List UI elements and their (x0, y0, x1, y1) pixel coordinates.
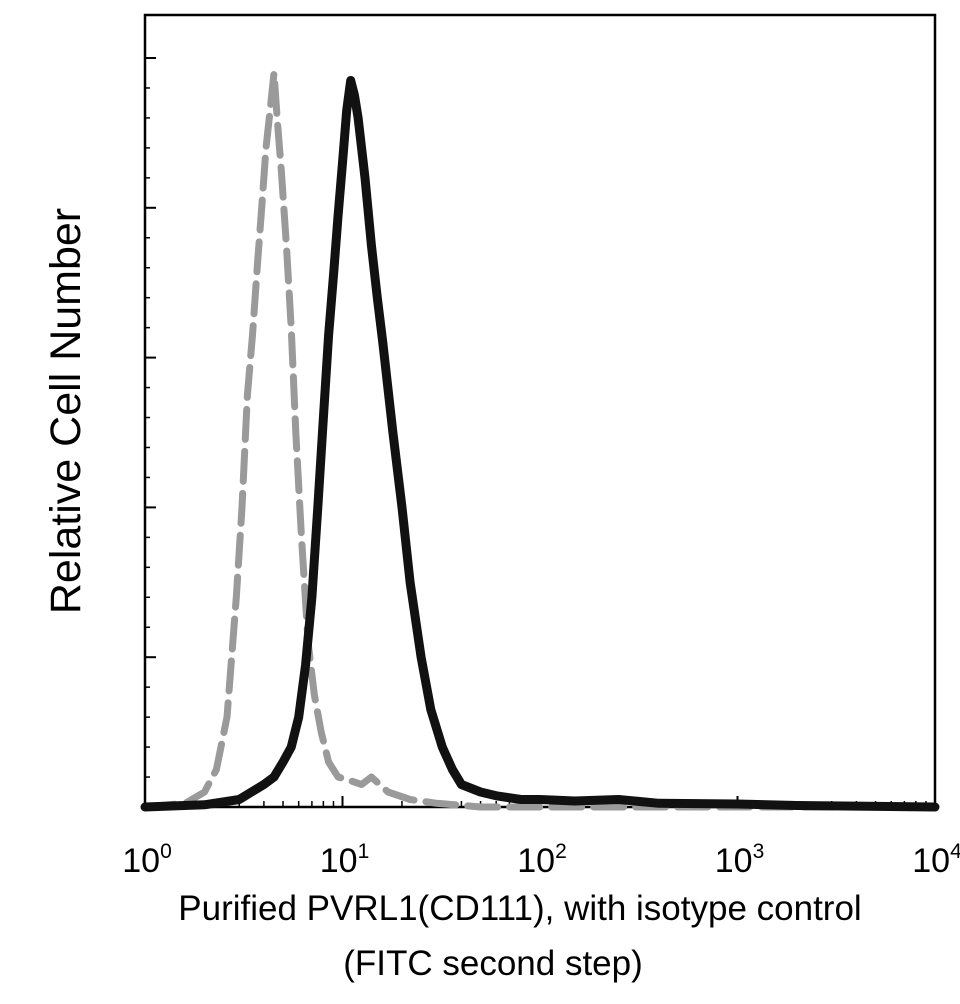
x-axis-title-line-2: (FITC second step) (343, 944, 643, 983)
y-axis-title: Relative Cell Number (42, 208, 90, 614)
plot-frame (143, 13, 937, 809)
histogram-series (140, 69, 940, 812)
y-axis-ticks (145, 57, 156, 778)
x-tick-label: 103 (715, 840, 765, 880)
x-tick-labels: 100 101 102 103 104 (122, 840, 960, 880)
x-axis-title-line-1: Purified PVRL1(CD111), with isotype cont… (178, 889, 861, 928)
x-tick-label: 102 (517, 840, 567, 880)
cd111-series-line (140, 76, 940, 812)
x-tick-label: 100 (122, 840, 172, 880)
x-tick-label: 101 (320, 840, 370, 880)
isotype-control-series-line (141, 69, 939, 811)
x-tick-label: 104 (912, 840, 960, 880)
